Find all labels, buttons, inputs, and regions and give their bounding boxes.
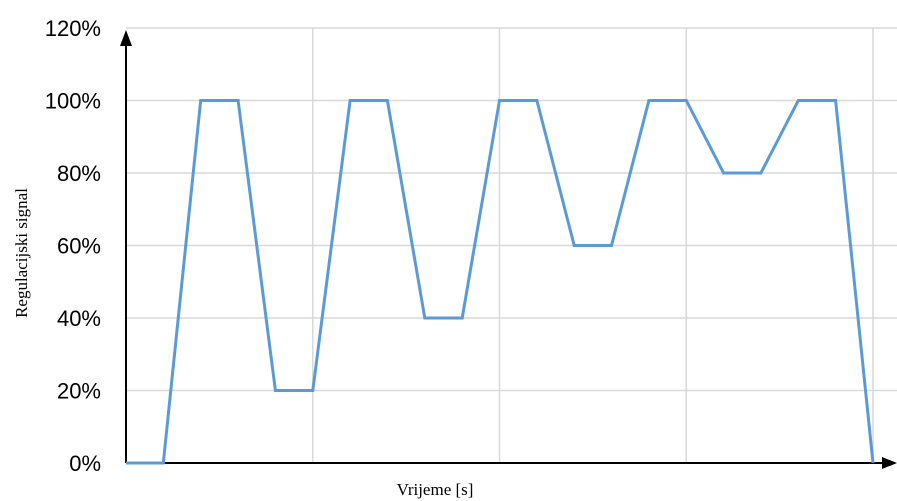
y-tick-labels: 0% 20% 40% 60% 80% 100% 120% — [45, 16, 101, 476]
y-tick-label: 20% — [57, 379, 101, 404]
y-axis-title: Regulacijski signal — [12, 188, 31, 318]
x-axis-arrow-icon — [882, 457, 897, 469]
y-tick-label: 0% — [69, 451, 101, 476]
y-tick-label: 100% — [45, 89, 101, 114]
series — [126, 99, 875, 465]
y-tick-label: 40% — [57, 306, 101, 331]
y-tick-label: 80% — [57, 161, 101, 186]
series-line — [126, 99, 875, 465]
grid — [126, 27, 897, 463]
x-axis-title: Vrijeme [s] — [397, 480, 474, 499]
y-tick-label: 120% — [45, 16, 101, 41]
y-axis-arrow-icon — [120, 30, 132, 46]
y-tick-label: 60% — [57, 234, 101, 259]
axes — [120, 30, 897, 469]
